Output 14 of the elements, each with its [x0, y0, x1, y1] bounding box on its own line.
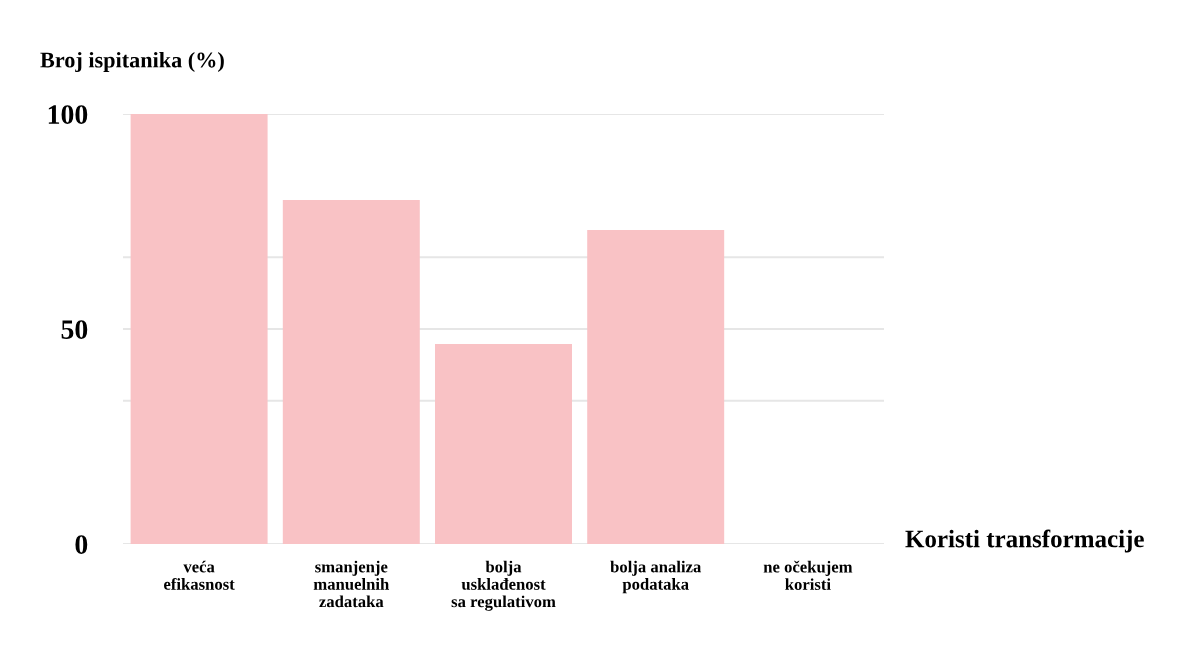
x-tick-label: bolja analiza podataka — [610, 560, 702, 594]
x-tick-label: smanjenje manuelnih zadataka — [313, 560, 390, 608]
bar — [282, 200, 420, 544]
x-tick-label: ne očekujem koristi — [763, 560, 853, 591]
bar — [130, 114, 268, 544]
x-tick-label: bolja usklađenost sa regulativom — [451, 560, 556, 611]
bar — [587, 230, 725, 544]
y-axis-title: Broj ispitanika (%) — [40, 51, 224, 73]
x-tick-label: veća efikasnost — [164, 560, 235, 590]
y-tick-label: 0 — [75, 535, 88, 554]
y-tick-label: 50 — [61, 320, 88, 339]
x-axis-title: Koristi transformacije — [905, 529, 1144, 553]
bar — [435, 344, 572, 544]
y-tick-label: 100 — [48, 105, 88, 124]
